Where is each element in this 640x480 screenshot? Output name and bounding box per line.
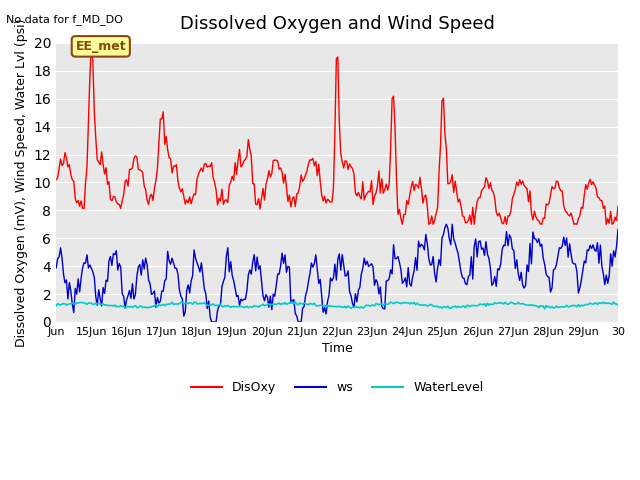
X-axis label: Time: Time	[322, 342, 353, 355]
Text: No data for f_MD_DO: No data for f_MD_DO	[6, 14, 124, 25]
Text: EE_met: EE_met	[76, 40, 126, 53]
Y-axis label: Dissolved Oxygen (mV), Wind Speed, Water Lvl (psi): Dissolved Oxygen (mV), Wind Speed, Water…	[15, 18, 28, 347]
Title: Dissolved Oxygen and Wind Speed: Dissolved Oxygen and Wind Speed	[180, 15, 495, 33]
Legend: DisOxy, ws, WaterLevel: DisOxy, ws, WaterLevel	[186, 376, 488, 399]
